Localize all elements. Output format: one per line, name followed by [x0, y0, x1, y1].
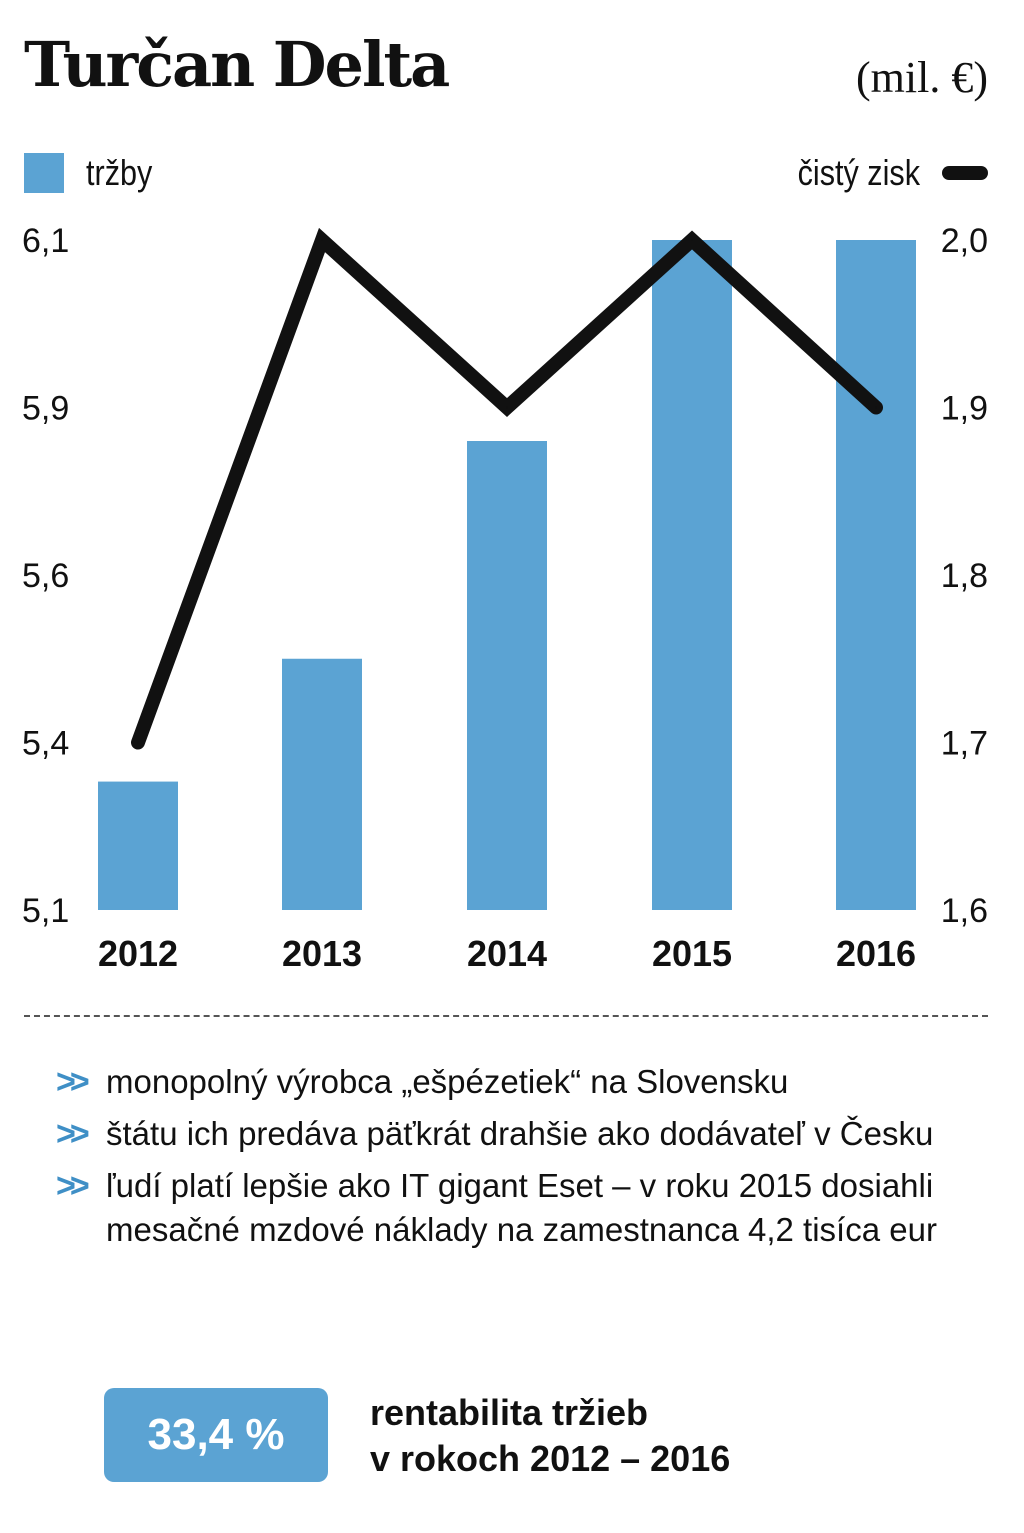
x-tick-label: 2016 [836, 933, 916, 974]
legend-revenue: tržby [24, 152, 164, 194]
profit-point-2013 [321, 239, 323, 241]
unit-label: (mil. €) [856, 53, 988, 102]
double-chevron-right-icon: >> [56, 1063, 90, 1101]
bar-2016 [836, 240, 916, 910]
left-tick-label: 6,1 [22, 222, 69, 260]
note-text: ľudí platí lepšie ako IT gigant Eset – v… [106, 1167, 937, 1248]
right-tick-label: 1,7 [941, 725, 988, 763]
list-item: >> štátu ich predáva päťkrát drahšie ako… [56, 1112, 986, 1156]
notes-list: >> monopolný výrobca „ešpézetiek“ na Slo… [56, 1060, 986, 1260]
profitability-caption: rentabilita tržieb v rokoch 2012 – 2016 [370, 1390, 730, 1482]
x-tick-label: 2012 [98, 933, 178, 974]
bar-2012 [98, 781, 178, 910]
caption-line-2: v rokoch 2012 – 2016 [370, 1438, 731, 1479]
x-tick-label: 2015 [652, 933, 732, 974]
right-tick-label: 1,6 [941, 892, 988, 930]
double-chevron-right-icon: >> [56, 1167, 90, 1205]
legend-profit-label: čistý zisk [797, 152, 920, 193]
legend-bar-swatch [24, 153, 64, 193]
bar-2013 [282, 658, 362, 910]
x-axis: 2012 2013 2014 2015 2016 [98, 933, 916, 974]
left-tick-label: 5,9 [22, 390, 69, 428]
x-tick-label: 2013 [282, 933, 362, 974]
divider [24, 1015, 988, 1017]
list-item: >> monopolný výrobca „ešpézetiek“ na Slo… [56, 1060, 986, 1104]
profitability-badge: 33,4 % [104, 1388, 328, 1482]
left-tick-label: 5,1 [22, 892, 69, 930]
x-tick-label: 2014 [467, 933, 547, 974]
double-chevron-right-icon: >> [56, 1115, 90, 1153]
bar-series [98, 240, 916, 910]
legend-profit: čistý zisk [776, 152, 988, 194]
right-tick-label: 2,0 [941, 222, 988, 260]
right-tick-label: 1,8 [941, 557, 988, 595]
profit-point-2014 [506, 406, 508, 409]
note-text: štátu ich predáva päťkrát drahšie ako do… [106, 1115, 934, 1152]
combo-chart: 5,1 5,4 5,6 5,9 6,1 1,6 1,7 1,8 1,9 2,0 2012 2013… [22, 222, 988, 974]
caption-line-1: rentabilita tržieb [370, 1392, 649, 1433]
left-axis: 5,1 5,4 5,6 5,9 6,1 [22, 222, 69, 930]
right-tick-label: 1,9 [941, 390, 988, 428]
list-item: >> ľudí platí lepšie ako IT gigant Eset … [56, 1164, 986, 1252]
line-series [131, 227, 883, 750]
bar-2014 [467, 441, 547, 910]
right-axis: 1,6 1,7 1,8 1,9 2,0 [941, 222, 988, 930]
legend-line-swatch [942, 166, 988, 180]
profit-point-2015 [691, 239, 693, 241]
note-text: monopolný výrobca „ešpézetiek“ na Sloven… [106, 1063, 789, 1100]
legend-revenue-label: tržby [86, 152, 153, 193]
left-tick-label: 5,6 [22, 557, 69, 595]
chart-title: Turčan Delta [24, 28, 450, 101]
profit-point-2016 [875, 406, 877, 409]
profit-point-2012 [137, 741, 139, 744]
bar-2015 [652, 240, 732, 910]
left-tick-label: 5,4 [22, 725, 69, 763]
